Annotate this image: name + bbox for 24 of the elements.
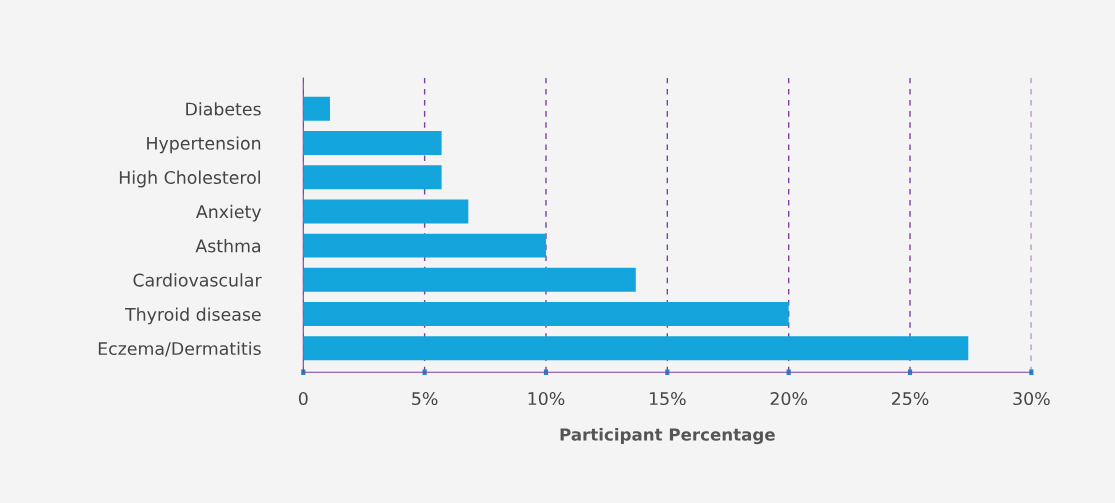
x-tick-label: 30% — [1013, 391, 1050, 406]
x-tick-label: 5% — [412, 391, 438, 406]
bar — [303, 96, 330, 121]
y-tick-label: Diabetes — [186, 102, 261, 116]
x-tick-label: 15% — [649, 391, 686, 406]
y-tick-label: Cardiovascular — [133, 273, 262, 287]
bar — [303, 233, 546, 258]
y-tick-label: Eczema/Dermatitis — [98, 341, 261, 357]
y-tick-label: Thyroid disease — [125, 307, 261, 325]
bar — [303, 131, 442, 155]
bar — [303, 199, 469, 224]
bar — [303, 302, 789, 327]
y-tick-label: Hypertension — [147, 136, 261, 154]
x-tick-label: 10% — [528, 391, 565, 406]
bar — [303, 336, 969, 361]
y-tick-label: High Cholesterol — [119, 170, 260, 188]
x-tick-label: 25% — [892, 391, 929, 406]
y-tick-label: Anxiety — [196, 204, 262, 222]
x-tick-label: 0 — [298, 391, 308, 406]
x-axis-title: Participant Percentage — [560, 427, 775, 445]
x-tick-label: 20% — [770, 391, 808, 406]
bar — [303, 165, 442, 190]
y-tick-label: Asthma — [195, 239, 261, 253]
bar — [303, 267, 636, 292]
